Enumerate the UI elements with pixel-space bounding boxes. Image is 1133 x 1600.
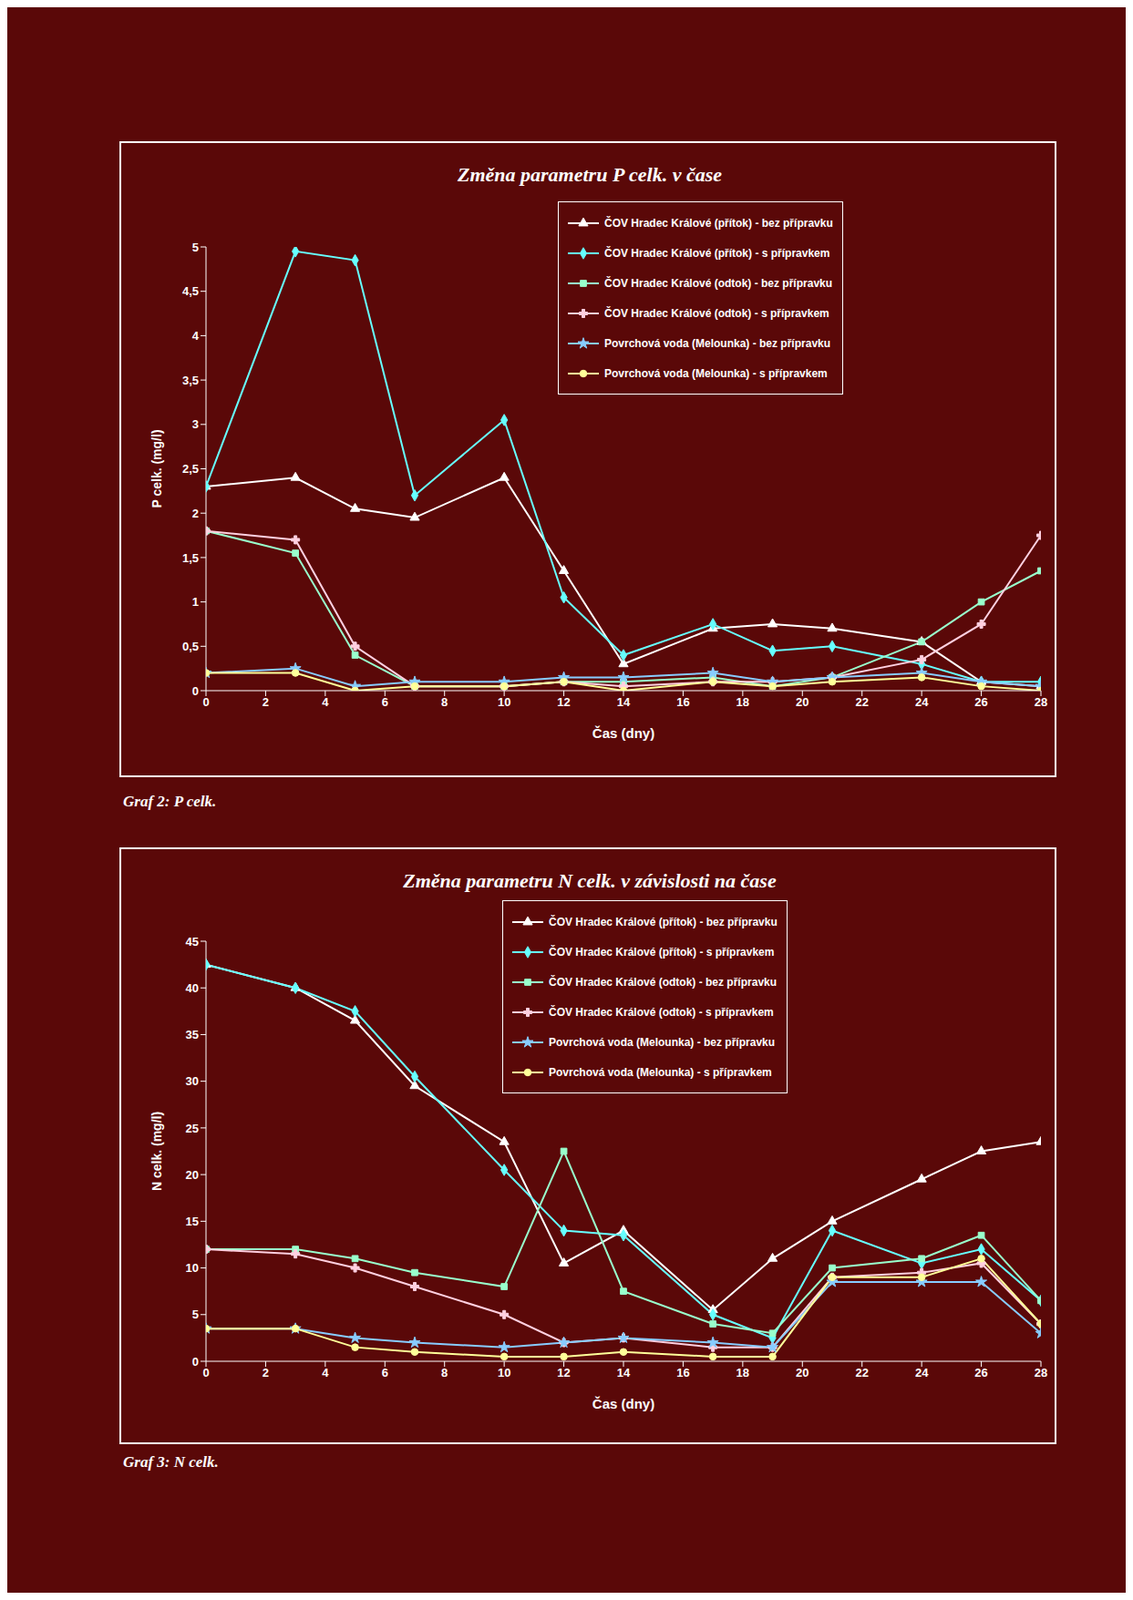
svg-text:14: 14 [617,695,631,710]
svg-text:45: 45 [185,935,199,949]
svg-text:1,5: 1,5 [182,551,199,566]
html-text:Změna parametru P celk. v čase: Změna parametru P celk. v čase [457,163,722,186]
svg-text:22: 22 [854,1366,868,1381]
svg-text:4,5: 4,5 [182,284,199,299]
html-text:ČOV Hradec Králové (odtok) - b: ČOV Hradec Králové (odtok) - bez příprav… [548,975,777,989]
svg-text:2: 2 [262,695,269,710]
svg-text:16: 16 [676,1366,690,1381]
svg-text:14: 14 [617,1366,631,1381]
svg-text:1: 1 [192,595,199,609]
svg-text:30: 30 [185,1074,199,1089]
svg-text:2: 2 [262,1366,269,1381]
svg-text:26: 26 [974,695,988,710]
svg-text:18: 18 [736,695,750,710]
svg-text:2: 2 [192,506,199,521]
svg-text:8: 8 [441,1366,448,1381]
svg-text:6: 6 [381,695,389,710]
html-text:Povrchová voda (Melounka) - be: Povrchová voda (Melounka) - bez přípravk… [604,336,831,350]
html-text:ČOV Hradec Králové (přítok) -: ČOV Hradec Králové (přítok) - bez přípra… [548,915,778,929]
svg-text:6: 6 [381,1366,389,1381]
svg-text:8: 8 [441,695,448,710]
svg-text:18: 18 [736,1366,750,1381]
svg-text:3: 3 [192,417,199,432]
html-text:Graf 2: P celk.: Graf 2: P celk. [123,793,217,811]
html-text:Povrchová voda (Melounka) - be: Povrchová voda (Melounka) - bez přípravk… [548,1035,775,1049]
svg-text:20: 20 [795,695,809,710]
html-text:Graf 3: N celk.: Graf 3: N celk. [123,1453,219,1472]
svg-text:28: 28 [1034,695,1048,710]
svg-text:5: 5 [192,240,199,255]
html-text:ČOV Hradec Králové (odtok) - b: ČOV Hradec Králové (odtok) - bez příprav… [604,276,833,290]
svg-text:0,5: 0,5 [182,639,199,654]
svg-text:26: 26 [974,1366,988,1381]
svg-text:10: 10 [497,695,511,710]
svg-text:20: 20 [795,1366,809,1381]
html-text:ČOV Hradec Králové (odtok) - s: ČOV Hradec Králové (odtok) - s přípravke… [548,1005,774,1019]
svg-text:0: 0 [202,695,209,710]
svg-text:0: 0 [192,1355,199,1370]
svg-text:N celk. (mg/l): N celk. (mg/l) [149,1112,165,1192]
svg-text:5: 5 [192,1308,199,1322]
svg-text:3,5: 3,5 [182,373,199,388]
svg-text:4: 4 [192,329,200,343]
svg-text:Čas (dny): Čas (dny) [592,1396,655,1412]
svg-text:15: 15 [185,1215,199,1229]
svg-text:10: 10 [185,1261,199,1276]
html-text:Povrchová voda (Melounka) - s: Povrchová voda (Melounka) - s přípravkem [548,1066,772,1079]
html-text:ČOV Hradec Králové (odtok) - s: ČOV Hradec Králové (odtok) - s přípravke… [604,306,830,320]
svg-text:12: 12 [556,1366,570,1381]
svg-text:25: 25 [185,1122,199,1136]
svg-text:P celk. (mg/l): P celk. (mg/l) [149,429,165,508]
html-text:Změna parametru N celk. v závi: Změna parametru N celk. v závislosti na … [403,869,777,893]
svg-text:24: 24 [915,695,929,710]
svg-text:2,5: 2,5 [182,462,199,476]
html-text:ČOV Hradec Králové (přítok) -: ČOV Hradec Králové (přítok) - s přípravk… [548,945,775,959]
svg-text:40: 40 [185,981,199,996]
svg-text:28: 28 [1034,1366,1048,1381]
svg-text:4: 4 [321,695,330,710]
html-text:ČOV Hradec Králové (přítok) -: ČOV Hradec Králové (přítok) - s přípravk… [604,246,830,260]
svg-text:24: 24 [915,1366,929,1381]
svg-text:22: 22 [854,695,868,710]
svg-text:0: 0 [202,1366,209,1381]
svg-text:10: 10 [497,1366,511,1381]
svg-text:4: 4 [321,1366,330,1381]
svg-text:20: 20 [185,1168,199,1183]
html-text:Povrchová voda (Melounka) - s: Povrchová voda (Melounka) - s přípravkem [604,366,828,380]
svg-text:35: 35 [185,1028,199,1042]
svg-text:Čas (dny): Čas (dny) [592,725,655,742]
svg-text:12: 12 [556,695,570,710]
svg-text:16: 16 [676,695,690,710]
svg-text:0: 0 [192,684,199,699]
html-text:ČOV Hradec Králové (přítok) -: ČOV Hradec Králové (přítok) - bez přípra… [604,216,833,230]
